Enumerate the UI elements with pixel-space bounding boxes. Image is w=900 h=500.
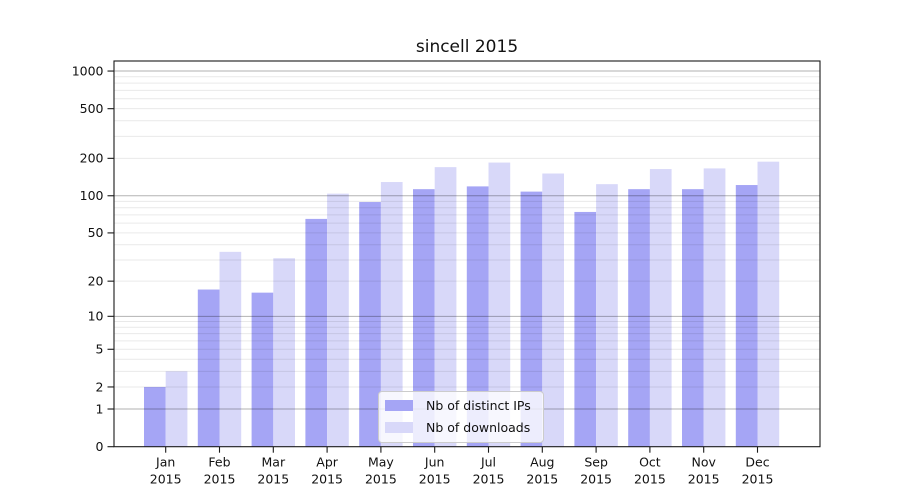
y-tick-label: 1000 <box>72 63 104 78</box>
x-tick-label-month: Jul <box>480 455 496 470</box>
bar-downloads-feb <box>219 251 242 447</box>
bar-distinct-ips-jul <box>466 186 489 447</box>
legend-label-distinct-ips: Nb of distinct IPs <box>426 398 531 413</box>
x-tick-label-year: 2015 <box>580 472 612 487</box>
x-tick-label-month: Aug <box>530 455 554 470</box>
legend-item-downloads: Nb of downloads <box>385 420 531 435</box>
bar-distinct-ips-mar <box>251 292 274 447</box>
bar-downloads-dec <box>757 161 780 447</box>
bar-distinct-ips-jan <box>144 386 166 447</box>
x-tick-label-year: 2015 <box>473 472 505 487</box>
bar-downloads-jan <box>165 371 188 447</box>
y-tick-label: 20 <box>88 273 104 288</box>
y-tick-label: 5 <box>96 342 104 357</box>
x-tick-label-month: Apr <box>316 455 338 470</box>
x-tick-label-month: Nov <box>691 455 716 470</box>
bar-downloads-nov <box>703 168 726 447</box>
x-tick-label-month: Mar <box>262 455 286 470</box>
bar-downloads-jun <box>434 167 457 447</box>
bar-downloads-oct <box>649 169 672 447</box>
y-tick-label: 500 <box>80 101 104 116</box>
bar-downloads-apr <box>327 193 349 447</box>
y-tick-label: 50 <box>88 225 104 240</box>
y-tick-label: 200 <box>80 151 104 166</box>
legend-label-downloads: Nb of downloads <box>426 420 531 435</box>
legend-swatch-downloads <box>385 422 413 433</box>
x-tick-label-month: Jan <box>155 455 175 470</box>
x-tick-label-month: Feb <box>208 455 230 470</box>
y-tick-label: 2 <box>96 379 104 394</box>
x-tick-label-year: 2015 <box>526 472 558 487</box>
x-tick-label-month: Dec <box>745 455 769 470</box>
x-tick-label-month: May <box>368 455 394 470</box>
x-tick-label-year: 2015 <box>257 472 289 487</box>
bar-distinct-ips-aug <box>520 191 543 447</box>
legend: Nb of distinct IPs Nb of downloads <box>378 391 544 443</box>
x-tick-label-year: 2015 <box>634 472 666 487</box>
bar-distinct-ips-jun <box>413 189 435 447</box>
bar-distinct-ips-dec <box>735 185 758 447</box>
x-tick-label-month: Oct <box>639 455 661 470</box>
bar-distinct-ips-sep <box>574 211 597 447</box>
bar-distinct-ips-oct <box>628 189 650 447</box>
bar-distinct-ips-feb <box>197 289 220 447</box>
legend-item-distinct-ips: Nb of distinct IPs <box>385 398 531 413</box>
y-tick-label: 1 <box>96 401 104 416</box>
y-tick-label: 10 <box>88 309 104 324</box>
legend-swatch-distinct-ips <box>385 400 413 411</box>
bar-downloads-may <box>380 182 403 447</box>
x-tick-label-year: 2015 <box>688 472 720 487</box>
bar-downloads-aug <box>542 173 564 447</box>
bar-distinct-ips-apr <box>305 218 328 447</box>
bar-distinct-ips-nov <box>682 189 704 447</box>
x-tick-label-year: 2015 <box>742 472 774 487</box>
y-tick-label: 0 <box>96 439 104 454</box>
x-tick-label-year: 2015 <box>419 472 451 487</box>
chart-title: sincell 2015 <box>415 37 519 57</box>
x-tick-label-year: 2015 <box>311 472 343 487</box>
plot-frame <box>113 60 821 448</box>
x-tick-label-year: 2015 <box>365 472 397 487</box>
x-tick-label-year: 2015 <box>150 472 182 487</box>
bar-downloads-jul <box>488 162 511 447</box>
bar-downloads-sep <box>596 184 618 447</box>
x-tick-label-year: 2015 <box>204 472 236 487</box>
y-tick-label: 100 <box>80 188 104 203</box>
x-tick-label-month: Sep <box>584 455 608 470</box>
bar-downloads-mar <box>273 258 295 447</box>
x-tick-label-month: Jun <box>424 455 445 470</box>
bar-distinct-ips-may <box>359 202 381 447</box>
